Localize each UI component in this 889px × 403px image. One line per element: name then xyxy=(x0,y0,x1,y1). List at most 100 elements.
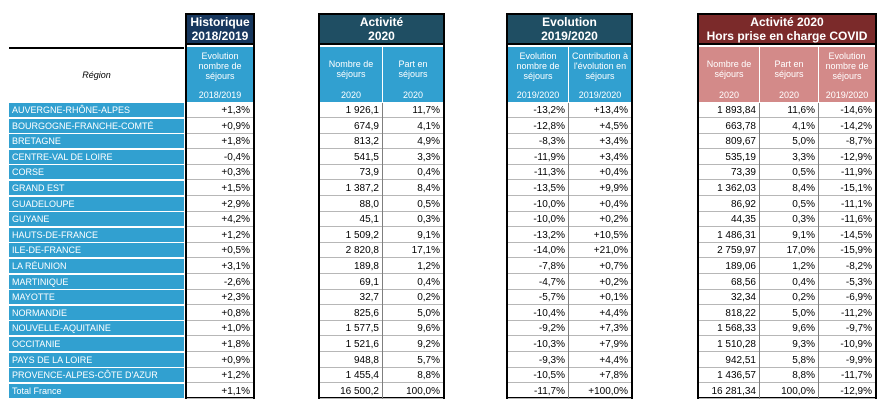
cell-covid-part: 0,2% xyxy=(759,290,818,305)
cell-act-nombre: 1 387,2 xyxy=(320,181,382,196)
cell-covid-evolution: -9,7% xyxy=(818,321,875,336)
cell-act-part: 0,2% xyxy=(382,290,443,305)
cell-covid-evolution: -14,2% xyxy=(818,119,875,134)
col-label: Contribution à l'évolution en séjours xyxy=(571,51,629,81)
col-year: 2020 xyxy=(718,90,740,100)
cell-act-part: 9,2% xyxy=(382,337,443,352)
col-header-evo-evolution: Evolution nombre de séjours 2019/2020 xyxy=(508,47,568,102)
cell-hist-evolution: +0,9% xyxy=(187,353,253,368)
column-divider xyxy=(759,103,760,399)
cell-evo-evolution: -10,5% xyxy=(508,368,568,383)
cell-covid-evolution: -11,2% xyxy=(818,306,875,321)
region-label: HAUTS-DE-FRANCE xyxy=(9,228,184,243)
col-year: 2020 xyxy=(778,90,800,100)
cell-act-part: 100,0% xyxy=(382,384,443,399)
cell-act-nombre: 69,1 xyxy=(320,275,382,290)
cell-evo-contribution: +0,2% xyxy=(568,212,631,227)
cell-covid-part: 3,3% xyxy=(759,150,818,165)
cell-covid-nombre: 1 568,33 xyxy=(699,321,759,336)
cell-covid-evolution: -11,7% xyxy=(818,368,875,383)
cell-evo-contribution: +0,4% xyxy=(568,165,631,180)
col-year: 2019/2020 xyxy=(578,90,622,100)
column-divider xyxy=(568,103,569,399)
cell-covid-evolution: -8,7% xyxy=(818,134,875,149)
cell-evo-contribution: +10,5% xyxy=(568,228,631,243)
cell-act-nombre: 1 455,4 xyxy=(320,368,382,383)
cell-covid-part: 5,0% xyxy=(759,306,818,321)
cell-hist-evolution: +1,2% xyxy=(187,228,253,243)
cell-act-nombre: 541,5 xyxy=(320,150,382,165)
cell-act-part: 17,1% xyxy=(382,243,443,258)
cell-evo-evolution: -4,7% xyxy=(508,275,568,290)
col-header-covid-evolution: Evolution nombre de séjours 2019/2020 xyxy=(818,47,875,102)
group-title: Historique 2018/2019 xyxy=(190,15,250,43)
cell-covid-nombre: 1 436,57 xyxy=(699,368,759,383)
cell-hist-evolution: -2,6% xyxy=(187,275,253,290)
cell-evo-contribution: +13,4% xyxy=(568,103,631,118)
region-label: GUADELOUPE xyxy=(9,197,184,212)
cell-act-nombre: 73,9 xyxy=(320,165,382,180)
col-year: 2019/2020 xyxy=(825,90,869,100)
cell-evo-contribution: +3,4% xyxy=(568,150,631,165)
cell-hist-evolution: +3,1% xyxy=(187,259,253,274)
cell-act-part: 4,9% xyxy=(382,134,443,149)
col-label: Nombre de séjours xyxy=(706,59,752,79)
region-label: CENTRE-VAL DE LOIRE xyxy=(9,150,184,165)
cell-covid-part: 100,0% xyxy=(759,384,818,399)
col-header-act-part: Part en séjours 2020 xyxy=(382,47,443,102)
region-column-header: Région xyxy=(82,70,111,80)
cell-evo-evolution: -8,3% xyxy=(508,134,568,149)
cell-covid-part: 9,1% xyxy=(759,228,818,243)
cell-hist-evolution: +1,3% xyxy=(187,103,253,118)
cell-hist-evolution: +1,5% xyxy=(187,181,253,196)
cell-hist-evolution: +0,9% xyxy=(187,119,253,134)
cell-covid-part: 0,3% xyxy=(759,212,818,227)
cell-hist-evolution: +0,8% xyxy=(187,306,253,321)
cell-covid-nombre: 809,67 xyxy=(699,134,759,149)
cell-hist-evolution: +1,1% xyxy=(187,384,253,399)
cell-covid-nombre: 663,78 xyxy=(699,119,759,134)
cell-act-nombre: 1 521,6 xyxy=(320,337,382,352)
cell-evo-evolution: -13,2% xyxy=(508,103,568,118)
group-header-evolution: Evolution 2019/2020 xyxy=(506,13,633,45)
cell-covid-nombre: 86,92 xyxy=(699,197,759,212)
region-label: PAYS DE LA LOIRE xyxy=(9,353,184,368)
region-label: BOURGOGNE-FRANCHE-COMTÉ xyxy=(9,119,184,134)
cell-hist-evolution: +1,8% xyxy=(187,337,253,352)
cell-act-part: 4,1% xyxy=(382,119,443,134)
cell-covid-part: 17,0% xyxy=(759,243,818,258)
col-header-hist-evolution: Evolution nombre de séjours 2018/2019 xyxy=(187,47,253,102)
cell-covid-part: 4,1% xyxy=(759,119,818,134)
region-label: LA RÉUNION xyxy=(9,259,184,274)
cell-hist-evolution: +2,9% xyxy=(187,197,253,212)
cell-act-nombre: 88,0 xyxy=(320,197,382,212)
column-divider xyxy=(818,103,819,399)
cell-covid-nombre: 2 759,97 xyxy=(699,243,759,258)
cell-act-part: 0,4% xyxy=(382,275,443,290)
cell-evo-evolution: -10,3% xyxy=(508,337,568,352)
cell-evo-contribution: +0,2% xyxy=(568,275,631,290)
cell-covid-evolution: -15,9% xyxy=(818,243,875,258)
cell-evo-contribution: +100,0% xyxy=(568,384,631,399)
cell-evo-contribution: +0,7% xyxy=(568,259,631,274)
region-label: OCCITANIE xyxy=(9,337,184,352)
cell-covid-evolution: -11,1% xyxy=(818,197,875,212)
cell-hist-evolution: +4,2% xyxy=(187,212,253,227)
cell-covid-part: 8,8% xyxy=(759,368,818,383)
cell-act-nombre: 813,2 xyxy=(320,134,382,149)
region-label: AUVERGNE-RHÔNE-ALPES xyxy=(9,103,184,118)
cell-covid-nombre: 1 510,28 xyxy=(699,337,759,352)
cell-covid-part: 0,5% xyxy=(759,197,818,212)
cell-covid-evolution: -11,6% xyxy=(818,212,875,227)
cell-covid-evolution: -12,9% xyxy=(818,384,875,399)
cell-act-nombre: 2 820,8 xyxy=(320,243,382,258)
group-title: Evolution 2019/2020 xyxy=(541,15,598,43)
region-label: NOUVELLE-AQUITAINE xyxy=(9,321,184,336)
cell-act-nombre: 948,8 xyxy=(320,353,382,368)
column-divider xyxy=(382,103,383,399)
cell-covid-part: 9,6% xyxy=(759,321,818,336)
region-label: NORMANDIE xyxy=(9,306,184,321)
cell-covid-part: 11,6% xyxy=(759,103,818,118)
cell-covid-evolution: -10,9% xyxy=(818,337,875,352)
col-label: Evolution nombre de séjours xyxy=(825,51,869,81)
